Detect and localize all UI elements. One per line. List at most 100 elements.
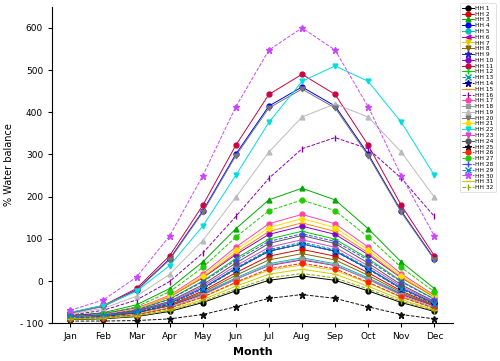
HH 6: [233, 277, 239, 282]
HH 30: [266, 48, 272, 52]
HH 32: [200, 299, 205, 304]
HH 29: [200, 287, 205, 291]
HH 10: [432, 295, 438, 299]
HH 32: [299, 271, 305, 276]
HH 29: [266, 249, 272, 253]
HH 11: [233, 143, 239, 147]
HH 18: [166, 305, 172, 310]
HH 16: [432, 214, 438, 219]
HH 23: [134, 309, 140, 313]
HH 8: [432, 303, 438, 308]
HH 26: [134, 313, 140, 317]
HH 29: [398, 287, 404, 291]
HH 9: [233, 266, 239, 271]
HH 31: [332, 272, 338, 276]
HH 8: [233, 273, 239, 278]
HH 15: [299, 221, 305, 225]
HH 1: [233, 289, 239, 293]
HH 11: [134, 286, 140, 291]
HH 12: [233, 256, 239, 261]
HH 2: [200, 289, 205, 293]
HH 7: [68, 316, 73, 320]
HH 22: [398, 120, 404, 125]
HH 22: [68, 310, 73, 314]
HH 23: [100, 313, 106, 317]
HH 30: [432, 234, 438, 238]
HH 11: [398, 203, 404, 208]
HH 8: [365, 273, 371, 278]
HH 32: [166, 309, 172, 313]
HH 7: [266, 268, 272, 273]
HH 14: [166, 302, 172, 306]
HH 1: [134, 314, 140, 319]
Line: HH 11: HH 11: [68, 72, 437, 315]
HH 28: [299, 232, 305, 236]
HH 30: [166, 234, 172, 238]
HH 18: [266, 263, 272, 267]
HH 3: [68, 313, 73, 318]
HH 17: [166, 293, 172, 297]
HH 15: [100, 313, 106, 317]
HH 27: [332, 209, 338, 213]
HH 28: [166, 297, 172, 301]
HH 2: [299, 247, 305, 252]
HH 13: [134, 310, 140, 315]
HH 26: [68, 317, 73, 321]
HH 12: [200, 279, 205, 283]
HH 24: [398, 283, 404, 287]
HH 14: [432, 302, 438, 306]
Line: HH 7: HH 7: [68, 262, 437, 320]
HH 7: [332, 268, 338, 273]
HH 28: [100, 313, 106, 317]
HH 21: [200, 274, 205, 278]
HH 3: [398, 260, 404, 264]
HH 3: [200, 260, 205, 264]
HH 1: [332, 278, 338, 282]
HH 13: [299, 240, 305, 244]
HH 25: [398, 312, 404, 317]
HH 29: [332, 249, 338, 253]
HH 13: [233, 266, 239, 270]
HH 17: [100, 313, 106, 317]
HH 31: [166, 308, 172, 312]
HH 28: [432, 297, 438, 301]
HH 12: [68, 315, 73, 319]
HH 30: [365, 105, 371, 109]
HH 32: [134, 314, 140, 318]
Line: HH 22: HH 22: [68, 64, 437, 315]
HH 23: [68, 314, 73, 319]
HH 26: [166, 306, 172, 310]
HH 5: [200, 291, 205, 296]
Line: HH 30: HH 30: [67, 25, 438, 314]
HH 7: [134, 312, 140, 316]
HH 5: [398, 291, 404, 296]
HH 19: [100, 306, 106, 310]
HH 20: [365, 154, 371, 158]
HH 4: [432, 257, 438, 261]
HH 27: [68, 314, 73, 319]
HH 10: [233, 252, 239, 257]
HH 23: [365, 264, 371, 268]
HH 7: [398, 295, 404, 299]
HH 23: [432, 300, 438, 304]
HH 26: [233, 280, 239, 284]
Line: HH 5: HH 5: [68, 256, 437, 319]
HH 23: [266, 245, 272, 249]
HH 18: [68, 317, 73, 321]
HH 27: [432, 290, 438, 294]
HH 10: [200, 276, 205, 280]
HH 4: [332, 104, 338, 108]
HH 4: [365, 152, 371, 156]
HH 17: [365, 245, 371, 249]
HH 19: [166, 272, 172, 277]
HH 4: [100, 304, 106, 308]
HH 14: [332, 249, 338, 253]
HH 14: [266, 249, 272, 253]
HH 22: [299, 79, 305, 83]
HH 6: [398, 292, 404, 297]
HH 19: [233, 195, 239, 199]
Line: HH 16: HH 16: [67, 134, 438, 319]
HH 17: [134, 306, 140, 310]
Line: HH 17: HH 17: [68, 212, 437, 319]
HH 22: [100, 303, 106, 308]
